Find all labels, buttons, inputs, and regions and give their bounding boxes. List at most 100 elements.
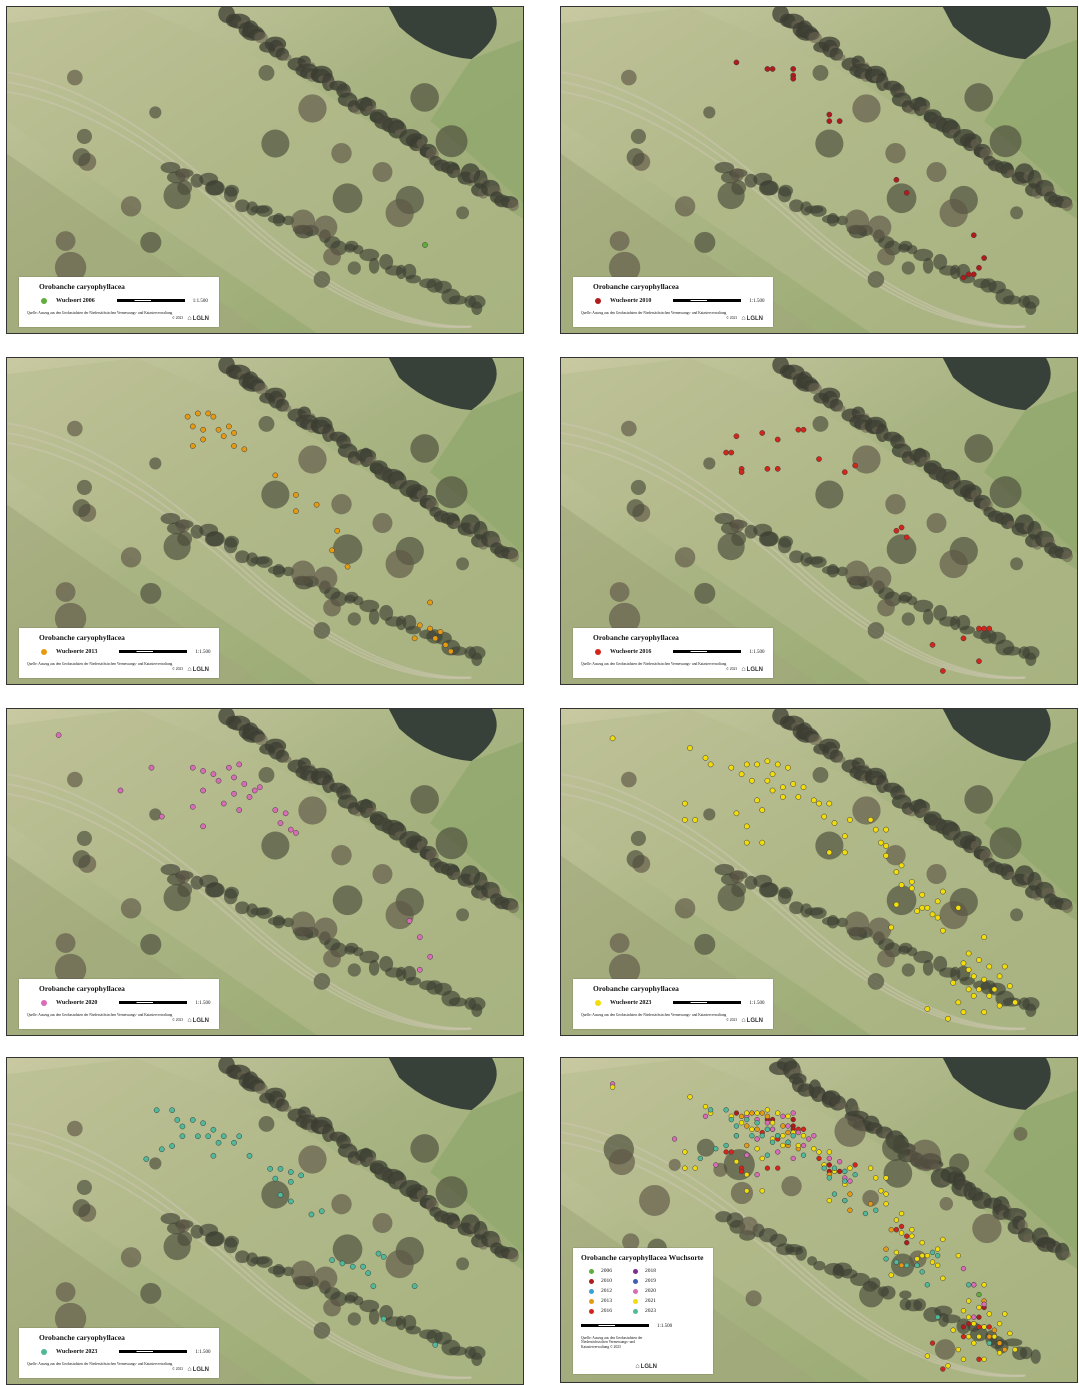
- occurrence-point: [231, 790, 237, 797]
- occurrence-point: [759, 807, 766, 813]
- legend-year-label: 2006: [601, 1268, 612, 1274]
- year-label: Wuchsort 2006: [56, 298, 95, 304]
- year-label: Wuchsorte 2023: [56, 1349, 98, 1355]
- occurrence-point: [872, 826, 879, 833]
- occurrence-point: [380, 1254, 387, 1260]
- occurrence-point: [780, 1133, 786, 1139]
- map-panel-2016: Orobanche caryophyllacea Wuchsorte 2016 …: [560, 357, 1078, 685]
- occurrence-point: [955, 905, 962, 911]
- occurrence-point: [293, 830, 299, 836]
- occurrence-point: [200, 1120, 206, 1127]
- occurrence-point: [743, 823, 750, 830]
- occurrence-point: [287, 1169, 294, 1175]
- occurrence-point: [220, 1133, 227, 1140]
- occurrence-point: [847, 1178, 853, 1184]
- occurrence-point: [965, 271, 972, 278]
- occurrence-point: [903, 189, 910, 196]
- occurrence-point: [976, 1333, 982, 1340]
- marker-swatch: [595, 298, 601, 304]
- occurrence-point: [960, 1324, 967, 1330]
- legend-item-2010: 2010: [589, 1278, 633, 1284]
- occurrence-point: [298, 1172, 304, 1179]
- occurrence-point: [432, 1342, 439, 1348]
- occurrence-point: [210, 1126, 217, 1133]
- occurrence-point: [743, 761, 750, 768]
- occurrence-point: [375, 1250, 382, 1257]
- occurrence-point: [893, 1217, 900, 1223]
- occurrence-point: [965, 1314, 972, 1320]
- occurrence-point: [195, 1133, 201, 1140]
- occurrence-point: [427, 599, 433, 606]
- occurrence-point: [764, 1120, 771, 1126]
- map-legend: Orobanche caryophyllacea Wuchsorte 2016 …: [573, 628, 773, 678]
- occurrence-point: [754, 1171, 760, 1178]
- occurrence-point: [764, 1107, 771, 1113]
- occurrence-point: [976, 1291, 982, 1298]
- occurrence-point: [215, 777, 222, 784]
- occurrence-point: [970, 993, 977, 999]
- copyright-text: © 2023: [726, 316, 737, 321]
- occurrence-point: [971, 1321, 977, 1327]
- copyright-text: © 2023: [172, 1367, 183, 1372]
- occurrence-point: [754, 761, 760, 768]
- legend-item-2023: 2023: [633, 1308, 677, 1314]
- occurrence-point: [728, 1149, 734, 1155]
- occurrence-point: [898, 524, 905, 531]
- occurrence-point: [236, 807, 243, 813]
- occurrence-point: [256, 784, 263, 791]
- occurrence-point: [447, 648, 454, 655]
- occurrence-point: [955, 1346, 961, 1353]
- occurrence-point: [924, 1252, 931, 1259]
- occurrence-point: [728, 449, 735, 456]
- occurrence-point: [873, 1207, 879, 1213]
- occurrence-point: [759, 430, 766, 436]
- occurrence-point: [924, 905, 931, 911]
- occurrence-point: [893, 1227, 900, 1233]
- occurrence-point: [795, 1129, 802, 1136]
- legend-year-label: 2018: [645, 1268, 656, 1274]
- occurrence-point: [826, 849, 833, 856]
- copyright-text: © 2023: [172, 667, 183, 672]
- occurrence-point: [769, 1120, 776, 1126]
- lgln-logo: ⌂LGLN: [741, 1017, 763, 1024]
- source-text: Quelle: Auszug aus den Geobasisdaten der…: [27, 1362, 173, 1366]
- occurrence-point: [929, 911, 936, 918]
- occurrence-point: [909, 885, 915, 892]
- occurrence-point: [775, 1165, 781, 1171]
- occurrence-point: [867, 1201, 874, 1207]
- occurrence-point: [826, 111, 833, 118]
- occurrence-point: [981, 255, 987, 261]
- occurrence-point: [749, 1126, 755, 1132]
- occurrence-point: [682, 1149, 688, 1155]
- scale-bar: [673, 648, 742, 656]
- occurrence-point: [780, 784, 786, 791]
- occurrence-point: [723, 1149, 729, 1155]
- occurrence-point: [919, 1269, 925, 1275]
- occurrence-point: [744, 1116, 750, 1123]
- occurrence-point: [955, 999, 962, 1006]
- occurrence-point: [940, 1366, 946, 1372]
- legend-item-2006: 2006: [589, 1268, 633, 1274]
- occurrence-point: [169, 1143, 175, 1149]
- occurrence-point: [308, 1211, 315, 1218]
- occurrence-point: [996, 1002, 1003, 1009]
- occurrence-point: [971, 1282, 977, 1288]
- occurrence-point: [986, 963, 993, 970]
- legend-item-2013: 2013: [589, 1298, 633, 1304]
- scale-text: 1:1.500: [749, 298, 765, 304]
- occurrence-point: [831, 1191, 838, 1197]
- lgln-logo: ⌂LGLN: [635, 1363, 657, 1370]
- occurrence-point: [251, 787, 258, 794]
- scale-bar: [581, 1322, 649, 1330]
- occurrence-point: [733, 1123, 740, 1129]
- occurrence-point: [754, 1146, 760, 1152]
- occurrence-point: [996, 1321, 1003, 1327]
- occurrence-point: [811, 1133, 817, 1139]
- legend-year-label: 2023: [645, 1308, 656, 1314]
- occurrence-point: [775, 1133, 781, 1139]
- marker-swatch: [589, 1268, 594, 1274]
- occurrence-point: [898, 1210, 905, 1217]
- occurrence-point: [790, 1155, 796, 1162]
- occurrence-point: [800, 1142, 807, 1149]
- occurrence-point: [965, 1298, 972, 1304]
